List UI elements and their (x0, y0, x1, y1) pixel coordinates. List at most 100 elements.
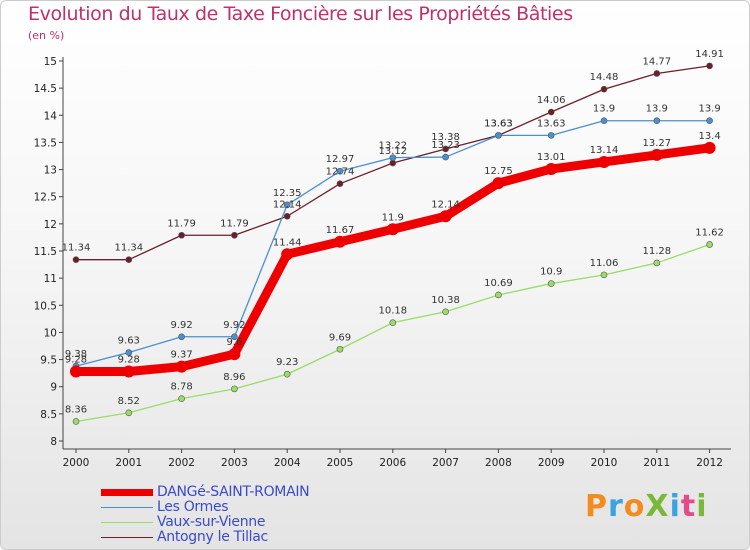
data-point (389, 159, 397, 167)
data-label: 14.91 (695, 49, 724, 60)
data-label: 13.9 (698, 104, 720, 115)
data-label: 13.12 (378, 146, 407, 157)
chart-title: Evolution du Taux de Taxe Foncière sur l… (28, 3, 573, 25)
data-point (70, 365, 82, 378)
data-point (283, 370, 291, 378)
data-label: 10.18 (378, 306, 407, 317)
data-point (650, 148, 663, 161)
y-tick-label: 15 (44, 56, 57, 68)
data-point (386, 223, 399, 236)
x-tick-label: 2012 (696, 457, 723, 469)
data-point (336, 167, 344, 175)
data-point (706, 62, 713, 70)
data-point (125, 256, 133, 263)
data-point (283, 201, 291, 209)
x-tick-label: 2009 (538, 457, 565, 469)
data-point (545, 163, 558, 176)
data-label: 11.67 (326, 225, 355, 236)
logo-letter: X (645, 489, 670, 524)
data-label: 10.69 (484, 278, 513, 289)
data-label: 9.63 (118, 336, 140, 347)
x-tick-label: 2000 (63, 457, 90, 469)
data-label: 11.9 (382, 212, 404, 223)
proxiti-logo: ProXiti (585, 489, 708, 524)
y-tick-label: 10 (44, 327, 57, 339)
data-point (439, 210, 452, 223)
y-tick-label: 14.5 (34, 83, 57, 95)
data-label: 12.14 (273, 199, 302, 210)
data-point (653, 70, 661, 77)
x-tick-label: 2011 (643, 457, 670, 469)
x-tick-label: 2005 (327, 457, 354, 469)
data-point (125, 409, 133, 417)
data-label: 8.36 (65, 404, 87, 415)
data-label: 13.63 (537, 118, 566, 129)
data-label: 14.48 (590, 72, 619, 83)
data-label: 11.34 (62, 243, 91, 254)
data-label: 9.28 (118, 355, 140, 366)
data-label: 10.9 (540, 267, 562, 278)
data-point (72, 256, 80, 263)
data-point (703, 141, 716, 154)
data-point (334, 235, 346, 248)
data-point (653, 259, 661, 267)
data-label: 13.38 (431, 132, 460, 143)
y-tick-label: 9 (50, 382, 57, 394)
data-label: 8.78 (170, 382, 192, 393)
data-point (72, 418, 80, 425)
logo-letter: i (696, 489, 708, 524)
data-label: 13.27 (642, 138, 671, 149)
y-tick-label: 12.5 (34, 192, 57, 204)
data-point (706, 241, 713, 248)
data-label: 11.79 (220, 218, 249, 229)
legend-label-antogny: Antogny le Tillac (157, 529, 268, 545)
data-point (495, 132, 502, 139)
y-tick-label: 14 (44, 110, 58, 122)
data-point (706, 117, 713, 125)
y-tick-label: 8.5 (40, 409, 57, 421)
logo-letter: P (585, 489, 608, 524)
x-tick-label: 2004 (274, 457, 301, 469)
data-label: 11.79 (167, 218, 196, 229)
data-point (228, 348, 241, 361)
legend-swatch-dange (101, 489, 153, 496)
data-label: 13.63 (484, 118, 513, 129)
data-label: 13.01 (537, 152, 566, 163)
data-label: 11.28 (642, 246, 671, 257)
data-label: 9.23 (276, 357, 298, 368)
data-point (653, 117, 661, 125)
data-label: 13.63 (484, 118, 513, 129)
data-label: 13.4 (698, 131, 720, 142)
series-line-2 (75, 243, 711, 423)
data-point (600, 117, 608, 125)
legend-label-vaux: Vaux-sur-Vienne (157, 514, 266, 530)
legend-swatch-les-ormes (101, 507, 153, 508)
data-point (281, 248, 294, 261)
data-point (389, 319, 397, 326)
data-point (547, 132, 555, 139)
y-tick-label: 8 (50, 436, 57, 448)
data-point (336, 345, 344, 353)
data-point (600, 85, 608, 93)
data-label: 9.69 (329, 332, 351, 343)
x-tick-label: 2010 (591, 457, 618, 469)
data-label: 11.62 (695, 227, 724, 238)
data-point (547, 280, 555, 287)
x-tick-label: 2008 (485, 457, 512, 469)
data-point (283, 212, 291, 220)
y-tick-label: 11 (44, 273, 57, 285)
data-label: 9.92 (170, 320, 192, 331)
data-label: 13.14 (590, 145, 619, 156)
data-point (231, 231, 238, 239)
x-tick-label: 2001 (115, 457, 142, 469)
x-tick-label: 2006 (379, 457, 406, 469)
y-tick-label: 11.5 (34, 246, 57, 258)
x-tick-label: 2002 (168, 457, 195, 469)
y-tick-label: 12 (44, 219, 57, 231)
data-point (178, 231, 185, 239)
data-label: 8.52 (118, 396, 140, 407)
data-label: 9.6 (226, 337, 242, 348)
unit-label: (en %) (28, 29, 65, 42)
data-label: 11.44 (273, 237, 302, 248)
logo-letter: t (680, 489, 697, 524)
